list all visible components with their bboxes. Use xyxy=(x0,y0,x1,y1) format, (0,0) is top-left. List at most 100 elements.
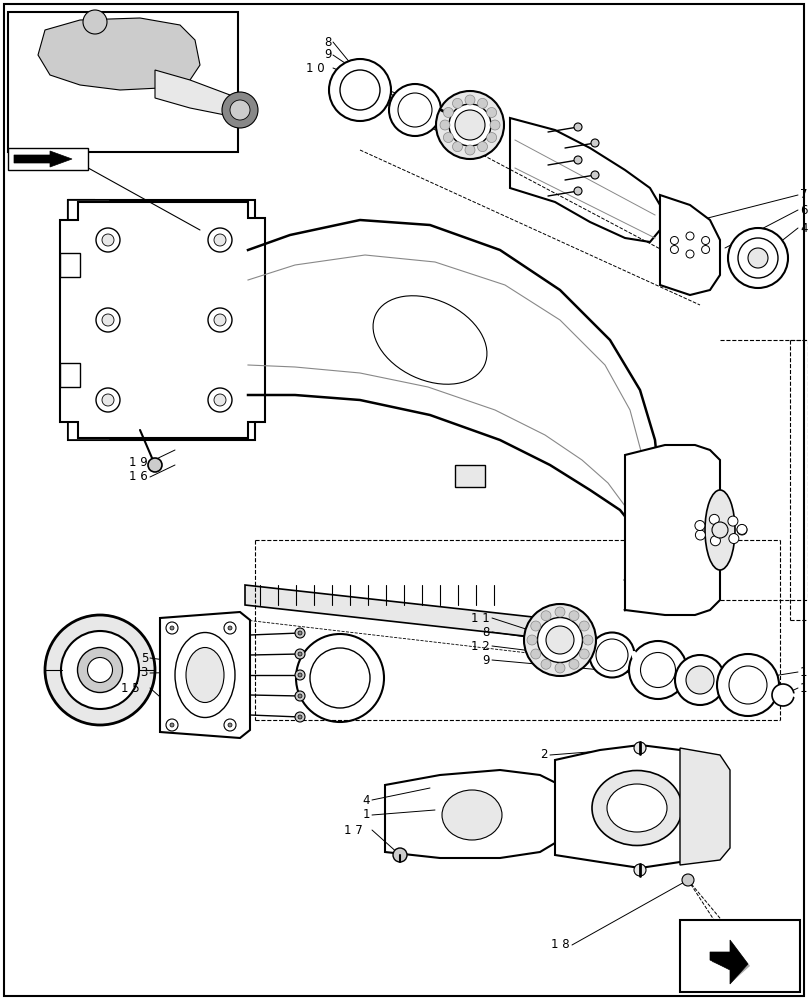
Circle shape xyxy=(166,622,178,634)
Circle shape xyxy=(224,622,236,634)
Circle shape xyxy=(465,95,475,105)
Circle shape xyxy=(214,394,226,406)
Circle shape xyxy=(486,107,497,117)
Circle shape xyxy=(224,719,236,731)
Text: 8: 8 xyxy=(482,626,490,639)
Circle shape xyxy=(222,92,258,128)
Ellipse shape xyxy=(398,93,432,127)
Text: 1 9: 1 9 xyxy=(129,456,148,468)
Ellipse shape xyxy=(329,59,391,121)
Polygon shape xyxy=(660,195,720,295)
Ellipse shape xyxy=(728,228,788,288)
Polygon shape xyxy=(160,612,250,738)
Text: 1: 1 xyxy=(363,808,370,822)
Text: 1 4: 1 4 xyxy=(800,666,808,678)
Circle shape xyxy=(531,621,541,631)
Ellipse shape xyxy=(592,770,682,846)
Circle shape xyxy=(591,139,599,147)
Circle shape xyxy=(393,848,407,862)
Ellipse shape xyxy=(186,648,224,702)
Circle shape xyxy=(148,458,162,472)
Ellipse shape xyxy=(590,633,634,678)
Circle shape xyxy=(166,719,178,731)
Circle shape xyxy=(737,524,747,534)
Ellipse shape xyxy=(45,615,155,725)
Circle shape xyxy=(208,388,232,412)
Circle shape xyxy=(444,107,453,117)
Text: 7: 7 xyxy=(800,188,807,202)
Text: 1 6: 1 6 xyxy=(129,471,148,484)
Ellipse shape xyxy=(373,296,487,384)
Circle shape xyxy=(579,649,589,659)
Ellipse shape xyxy=(449,104,491,146)
Circle shape xyxy=(102,394,114,406)
Bar xyxy=(8,12,238,152)
Circle shape xyxy=(555,663,565,673)
Ellipse shape xyxy=(675,655,725,705)
Circle shape xyxy=(579,621,589,631)
Polygon shape xyxy=(245,585,560,640)
Text: 1 3: 1 3 xyxy=(800,682,808,694)
Circle shape xyxy=(634,864,646,876)
Circle shape xyxy=(295,649,305,659)
Circle shape xyxy=(170,723,174,727)
Circle shape xyxy=(591,171,599,179)
Circle shape xyxy=(298,694,302,698)
Bar xyxy=(455,465,485,487)
Circle shape xyxy=(102,234,114,246)
Ellipse shape xyxy=(87,658,112,682)
Ellipse shape xyxy=(738,238,778,278)
Circle shape xyxy=(295,712,305,722)
Circle shape xyxy=(96,228,120,252)
Text: 1 2: 1 2 xyxy=(471,640,490,652)
Bar xyxy=(8,148,88,170)
Circle shape xyxy=(295,691,305,701)
Ellipse shape xyxy=(772,684,794,706)
Polygon shape xyxy=(60,363,80,387)
Ellipse shape xyxy=(340,70,380,110)
Polygon shape xyxy=(38,18,200,90)
Polygon shape xyxy=(68,400,110,440)
Circle shape xyxy=(527,635,537,645)
Text: 4: 4 xyxy=(363,794,370,806)
Circle shape xyxy=(444,132,453,142)
Circle shape xyxy=(709,514,719,524)
Circle shape xyxy=(686,250,694,258)
Circle shape xyxy=(569,611,579,621)
Text: 5: 5 xyxy=(141,652,148,664)
Circle shape xyxy=(478,142,487,152)
Text: 1 0: 1 0 xyxy=(306,62,325,75)
Polygon shape xyxy=(555,745,720,868)
Circle shape xyxy=(574,156,582,164)
Circle shape xyxy=(452,142,462,152)
Circle shape xyxy=(574,187,582,195)
Circle shape xyxy=(712,522,728,538)
Circle shape xyxy=(555,607,565,617)
Polygon shape xyxy=(625,445,720,615)
Ellipse shape xyxy=(442,790,502,840)
Circle shape xyxy=(298,673,302,677)
Circle shape xyxy=(574,123,582,131)
Circle shape xyxy=(531,649,541,659)
Circle shape xyxy=(710,536,721,546)
Polygon shape xyxy=(68,200,255,440)
Ellipse shape xyxy=(537,617,583,662)
Circle shape xyxy=(701,236,709,244)
Polygon shape xyxy=(60,202,265,438)
Ellipse shape xyxy=(296,634,384,722)
Circle shape xyxy=(170,626,174,630)
Circle shape xyxy=(228,626,232,630)
Text: 1 8: 1 8 xyxy=(551,938,570,952)
Ellipse shape xyxy=(436,91,504,159)
Circle shape xyxy=(686,232,694,240)
Polygon shape xyxy=(60,253,80,277)
Circle shape xyxy=(541,611,551,621)
Circle shape xyxy=(295,670,305,680)
Circle shape xyxy=(465,145,475,155)
Circle shape xyxy=(541,659,551,669)
Circle shape xyxy=(440,120,450,130)
Circle shape xyxy=(214,234,226,246)
Ellipse shape xyxy=(748,248,768,268)
Circle shape xyxy=(671,245,679,253)
Ellipse shape xyxy=(705,490,735,570)
